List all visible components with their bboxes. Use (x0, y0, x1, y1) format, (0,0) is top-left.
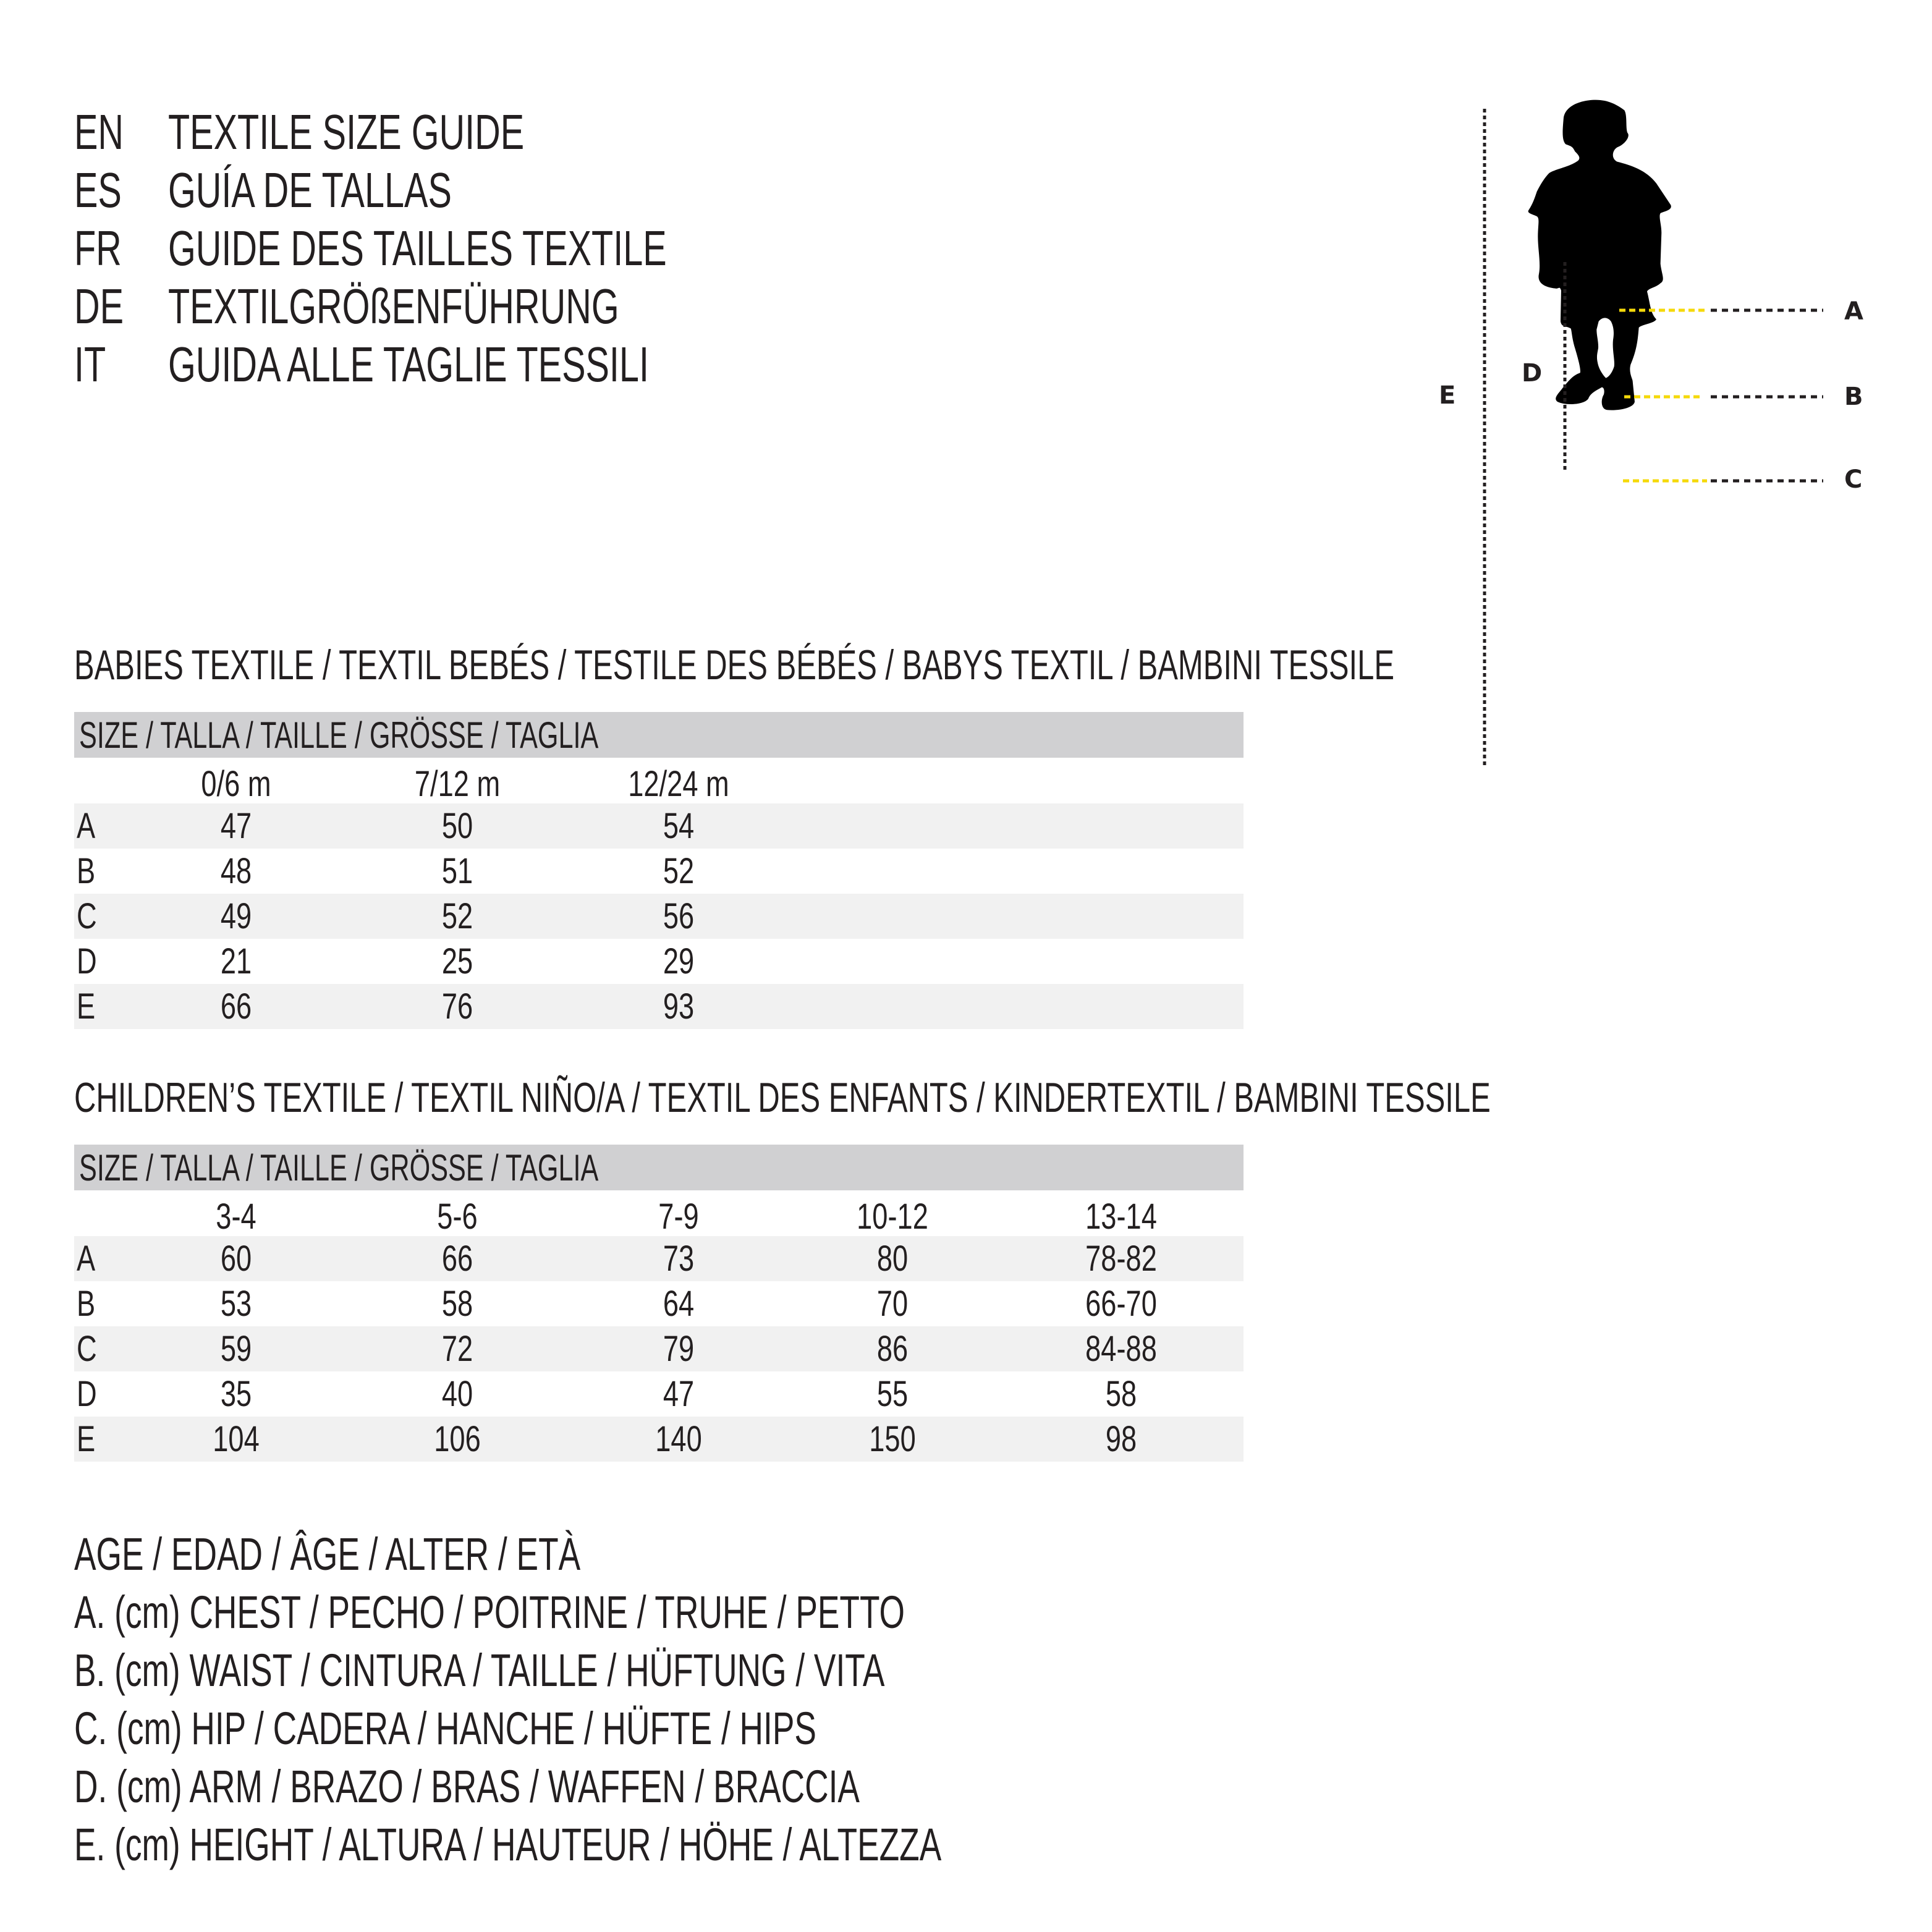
row-label: B (77, 1284, 96, 1324)
children-title: CHILDREN’S TEXTILE / TEXTIL NIÑO/A / TEX… (74, 1074, 1491, 1121)
legend-line: B. (cm) WAIST / CINTURA / TAILLE / HÜFTU… (74, 1645, 885, 1696)
babies-title: BABIES TEXTILE / TEXTIL BEBÉS / TESTILE … (74, 642, 1395, 688)
row-label: C (77, 1329, 97, 1369)
legend-line: D. (cm) ARM / BRAZO / BRAS / WAFFEN / BR… (74, 1761, 860, 1812)
table-cell: 47 (663, 1374, 695, 1414)
table-cell: 86 (876, 1329, 909, 1369)
table-cell: 55 (876, 1374, 909, 1414)
child-silhouette-icon (1528, 100, 1671, 410)
table-cell: 73 (663, 1239, 695, 1279)
legend-line: AGE / EDAD / ÂGE / ALTER / ETÀ (74, 1528, 581, 1580)
table-cell: 47 (220, 806, 252, 846)
table-cell: 49 (220, 896, 252, 936)
table-cell: 93 (663, 986, 695, 1027)
column-header: 0/6 m (201, 764, 271, 804)
column-header: 13-14 (1085, 1197, 1157, 1237)
table-cell: 29 (663, 941, 695, 981)
table-cell: 21 (220, 941, 252, 981)
table-cell: 106 (434, 1419, 481, 1459)
label-c: C (1844, 465, 1863, 494)
table-cell: 78-82 (1085, 1239, 1157, 1279)
label-a: A (1844, 297, 1863, 326)
label-e: E (1439, 381, 1456, 410)
legend-line: A. (cm) CHEST / PECHO / POITRINE / TRUHE… (74, 1587, 905, 1638)
table-cell: 60 (220, 1239, 252, 1279)
guide-title: GUIDA ALLE TAGLIE TESSILI (168, 337, 649, 392)
language-code: ES (74, 163, 122, 218)
table-cell: 53 (220, 1284, 252, 1324)
table-cell: 66 (441, 1239, 473, 1279)
legend-line: E. (cm) HEIGHT / ALTURA / HAUTEUR / HÖHE… (74, 1819, 942, 1870)
row-label: A (77, 806, 96, 846)
language-code: IT (74, 337, 106, 392)
table-cell: 76 (441, 986, 473, 1027)
table-cell: 52 (663, 851, 695, 891)
row-label: B (77, 851, 96, 891)
table-cell: 58 (1105, 1374, 1137, 1414)
table-cell: 52 (441, 896, 473, 936)
table-cell: 66-70 (1085, 1284, 1157, 1324)
table-cell: 35 (220, 1374, 252, 1414)
table-cell: 98 (1105, 1419, 1137, 1459)
babies-size-bar (74, 712, 1244, 758)
table-cell: 70 (876, 1284, 909, 1324)
guide-title: TEXTILE SIZE GUIDE (168, 104, 525, 159)
column-header: 7/12 m (414, 764, 501, 804)
table-cell: 58 (441, 1284, 473, 1324)
guide-title: GUÍA DE TALLAS (168, 163, 452, 218)
language-code: DE (74, 279, 124, 334)
table-cell: 51 (441, 851, 473, 891)
table-cell: 84-88 (1085, 1329, 1157, 1369)
row-stripe (74, 894, 1244, 939)
table-cell: 79 (663, 1329, 695, 1369)
table-cell: 104 (213, 1419, 260, 1459)
table-cell: 54 (663, 806, 695, 846)
column-header: 7-9 (658, 1197, 699, 1237)
column-header: 5-6 (437, 1197, 478, 1237)
table-cell: 56 (663, 896, 695, 936)
row-label: E (77, 1419, 96, 1459)
row-stripe (74, 1326, 1244, 1371)
table-cell: 80 (876, 1239, 909, 1279)
column-header: 3-4 (216, 1197, 256, 1237)
legend-line: C. (cm) HIP / CADERA / HANCHE / HÜFTE / … (74, 1703, 816, 1754)
table-cell: 59 (220, 1329, 252, 1369)
table-cell: 48 (220, 851, 252, 891)
guide-title: TEXTILGRÖßENFÜHRUNG (168, 279, 619, 334)
children-size-label: SIZE / TALLA / TAILLE / GRÖSSE / TAGLIA (79, 1147, 599, 1188)
table-cell: 25 (441, 941, 473, 981)
column-header: 10-12 (857, 1197, 928, 1237)
children-size-bar (74, 1145, 1244, 1190)
table-cell: 140 (655, 1419, 702, 1459)
table-cell: 66 (220, 986, 252, 1027)
row-label: E (77, 986, 96, 1027)
table-cell: 150 (869, 1419, 916, 1459)
table-cell: 64 (663, 1284, 695, 1324)
row-label: A (77, 1239, 96, 1279)
table-cell: 50 (441, 806, 473, 846)
row-label: D (77, 1374, 97, 1414)
row-stripe (74, 1236, 1244, 1281)
table-cell: 72 (441, 1329, 473, 1369)
row-label: C (77, 896, 97, 936)
row-stripe (74, 1417, 1244, 1462)
language-code: FR (74, 221, 122, 276)
guide-title: GUIDE DES TAILLES TEXTILE (168, 221, 667, 276)
row-stripe (74, 984, 1244, 1029)
table-cell: 40 (441, 1374, 473, 1414)
language-code: EN (74, 104, 124, 159)
label-d: D (1522, 359, 1543, 388)
row-stripe (74, 803, 1244, 849)
column-header: 12/24 m (628, 764, 729, 804)
row-label: D (77, 941, 97, 981)
babies-size-label: SIZE / TALLA / TAILLE / GRÖSSE / TAGLIA (79, 714, 599, 756)
label-b: B (1844, 383, 1863, 411)
